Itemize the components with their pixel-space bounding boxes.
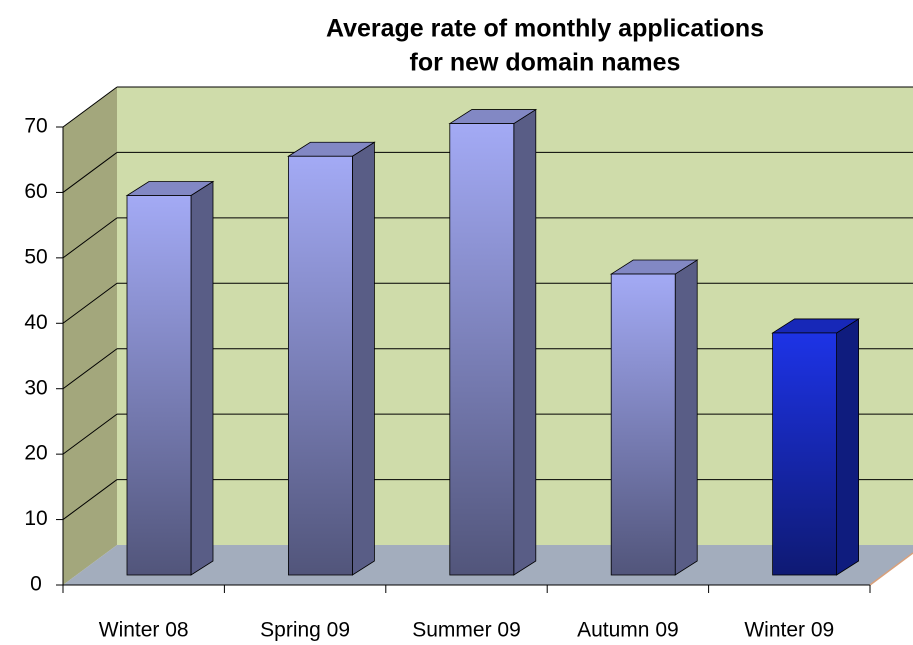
bar-side-shade — [675, 260, 698, 575]
y-tick-label: 40 — [24, 311, 47, 334]
bar-side-shade — [352, 142, 375, 575]
y-tick-label: 10 — [24, 507, 47, 530]
bar-front-shade — [611, 274, 676, 575]
bar-side-shade — [836, 318, 859, 575]
bar-side-shade — [191, 181, 213, 575]
y-tick-label: 0 — [30, 573, 42, 596]
bar-top-shade — [288, 142, 375, 157]
y-tick-label: 20 — [24, 442, 47, 465]
chart-title: for new domain names — [410, 49, 681, 77]
bar — [287, 141, 376, 576]
grid-line — [62, 479, 118, 520]
bar-top-shade — [772, 318, 859, 333]
bar-front-shade — [449, 123, 514, 576]
grid-line — [62, 413, 118, 455]
bar — [125, 180, 215, 576]
chart-title: Average rate of monthly applications — [326, 15, 764, 43]
grid-line — [62, 282, 118, 324]
grid-line — [62, 348, 118, 390]
floor-edge — [869, 552, 913, 586]
x-tick-label: Summer 09 — [412, 619, 521, 642]
bar-top-shade — [611, 260, 698, 275]
bar — [609, 259, 699, 576]
y-tick-label: 70 — [24, 115, 47, 138]
bar-front-shade — [772, 332, 837, 575]
grid-line — [62, 217, 118, 259]
bar — [771, 318, 860, 576]
bar-front-shade — [127, 195, 191, 575]
x-tick-label: Winter 08 — [99, 619, 189, 642]
grid-line — [62, 152, 118, 193]
bar-top-shade — [449, 109, 536, 124]
grid-line — [62, 86, 118, 128]
bar-top-shade — [127, 181, 213, 196]
bar-front-shade — [288, 156, 353, 575]
x-tick-label: Spring 09 — [260, 619, 350, 642]
y-tick-label: 60 — [24, 180, 47, 203]
bar — [448, 108, 538, 576]
y-tick-label: 30 — [24, 376, 47, 399]
x-tick-label: Autumn 09 — [577, 619, 679, 642]
side-wall — [63, 87, 117, 585]
x-tick-label: Winter 09 — [744, 619, 834, 642]
bar-side-shade — [513, 109, 536, 576]
y-tick-label: 50 — [24, 245, 47, 268]
